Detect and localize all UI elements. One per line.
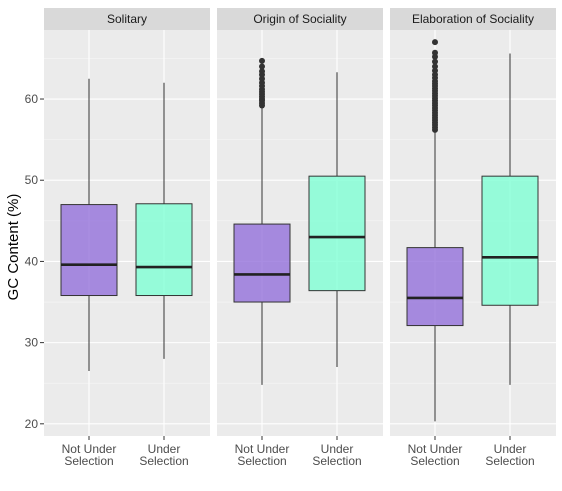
outlier-point: [432, 63, 438, 70]
outlier-point: [432, 49, 438, 56]
box-iqr: [135, 203, 193, 297]
y-tick-label: 20: [25, 417, 39, 431]
x-tick-label: Under Selection: [312, 442, 361, 468]
box-iqr: [233, 223, 291, 303]
boxplot-under-selection: [481, 53, 539, 385]
y-tick-label: 40: [25, 254, 39, 268]
x-tick-label: Under Selection: [139, 442, 188, 468]
facet-title: Elaboration of Sociality: [412, 12, 534, 26]
y-tick-label: 30: [25, 336, 39, 350]
x-tick-label: Not Under Selection: [62, 442, 117, 468]
box-iqr: [481, 175, 539, 306]
x-tick-label-line: Not Under: [408, 442, 463, 456]
box-iqr: [308, 175, 366, 292]
x-tick-label-line: Under: [321, 442, 354, 456]
facet-title: Origin of Sociality: [253, 12, 346, 26]
outlier-point: [259, 68, 265, 75]
outlier-point: [432, 39, 438, 46]
boxplot-under-selection: [308, 72, 366, 367]
x-tick-label-line: Selection: [64, 454, 113, 468]
x-tick-label-line: Not Under: [235, 442, 290, 456]
boxplot-not-under-selection: [406, 39, 464, 422]
boxplot-under-selection: [135, 82, 193, 359]
x-tick-label-line: Selection: [139, 454, 188, 468]
x-tick-label-line: Selection: [237, 454, 286, 468]
x-tick-label: Not Under Selection: [408, 442, 463, 468]
facet-title: Solitary: [107, 12, 147, 26]
x-tick-label-line: Selection: [312, 454, 361, 468]
x-tick-label-line: Under: [148, 442, 181, 456]
box-iqr: [60, 204, 118, 297]
outlier-point: [259, 63, 265, 70]
x-tick-label: Under Selection: [485, 442, 534, 468]
x-tick-label-line: Not Under: [62, 442, 117, 456]
x-tick-label: Not Under Selection: [235, 442, 290, 468]
x-tick-label-line: Selection: [410, 454, 459, 468]
y-tick-label: 60: [25, 92, 39, 106]
outlier-point: [259, 57, 265, 64]
x-tick-label-line: Selection: [485, 454, 534, 468]
facet-strip: [390, 8, 556, 30]
facet-strip: [44, 8, 210, 30]
outlier-point: [432, 58, 438, 65]
x-tick-label-line: Under: [494, 442, 527, 456]
boxplot-not-under-selection: [233, 57, 291, 385]
box-iqr: [406, 247, 464, 327]
boxplot-not-under-selection: [60, 78, 118, 372]
y-tick-label: 50: [25, 173, 39, 187]
y-axis-title: GC Content (%): [5, 194, 22, 301]
facet-strip: [217, 8, 383, 30]
